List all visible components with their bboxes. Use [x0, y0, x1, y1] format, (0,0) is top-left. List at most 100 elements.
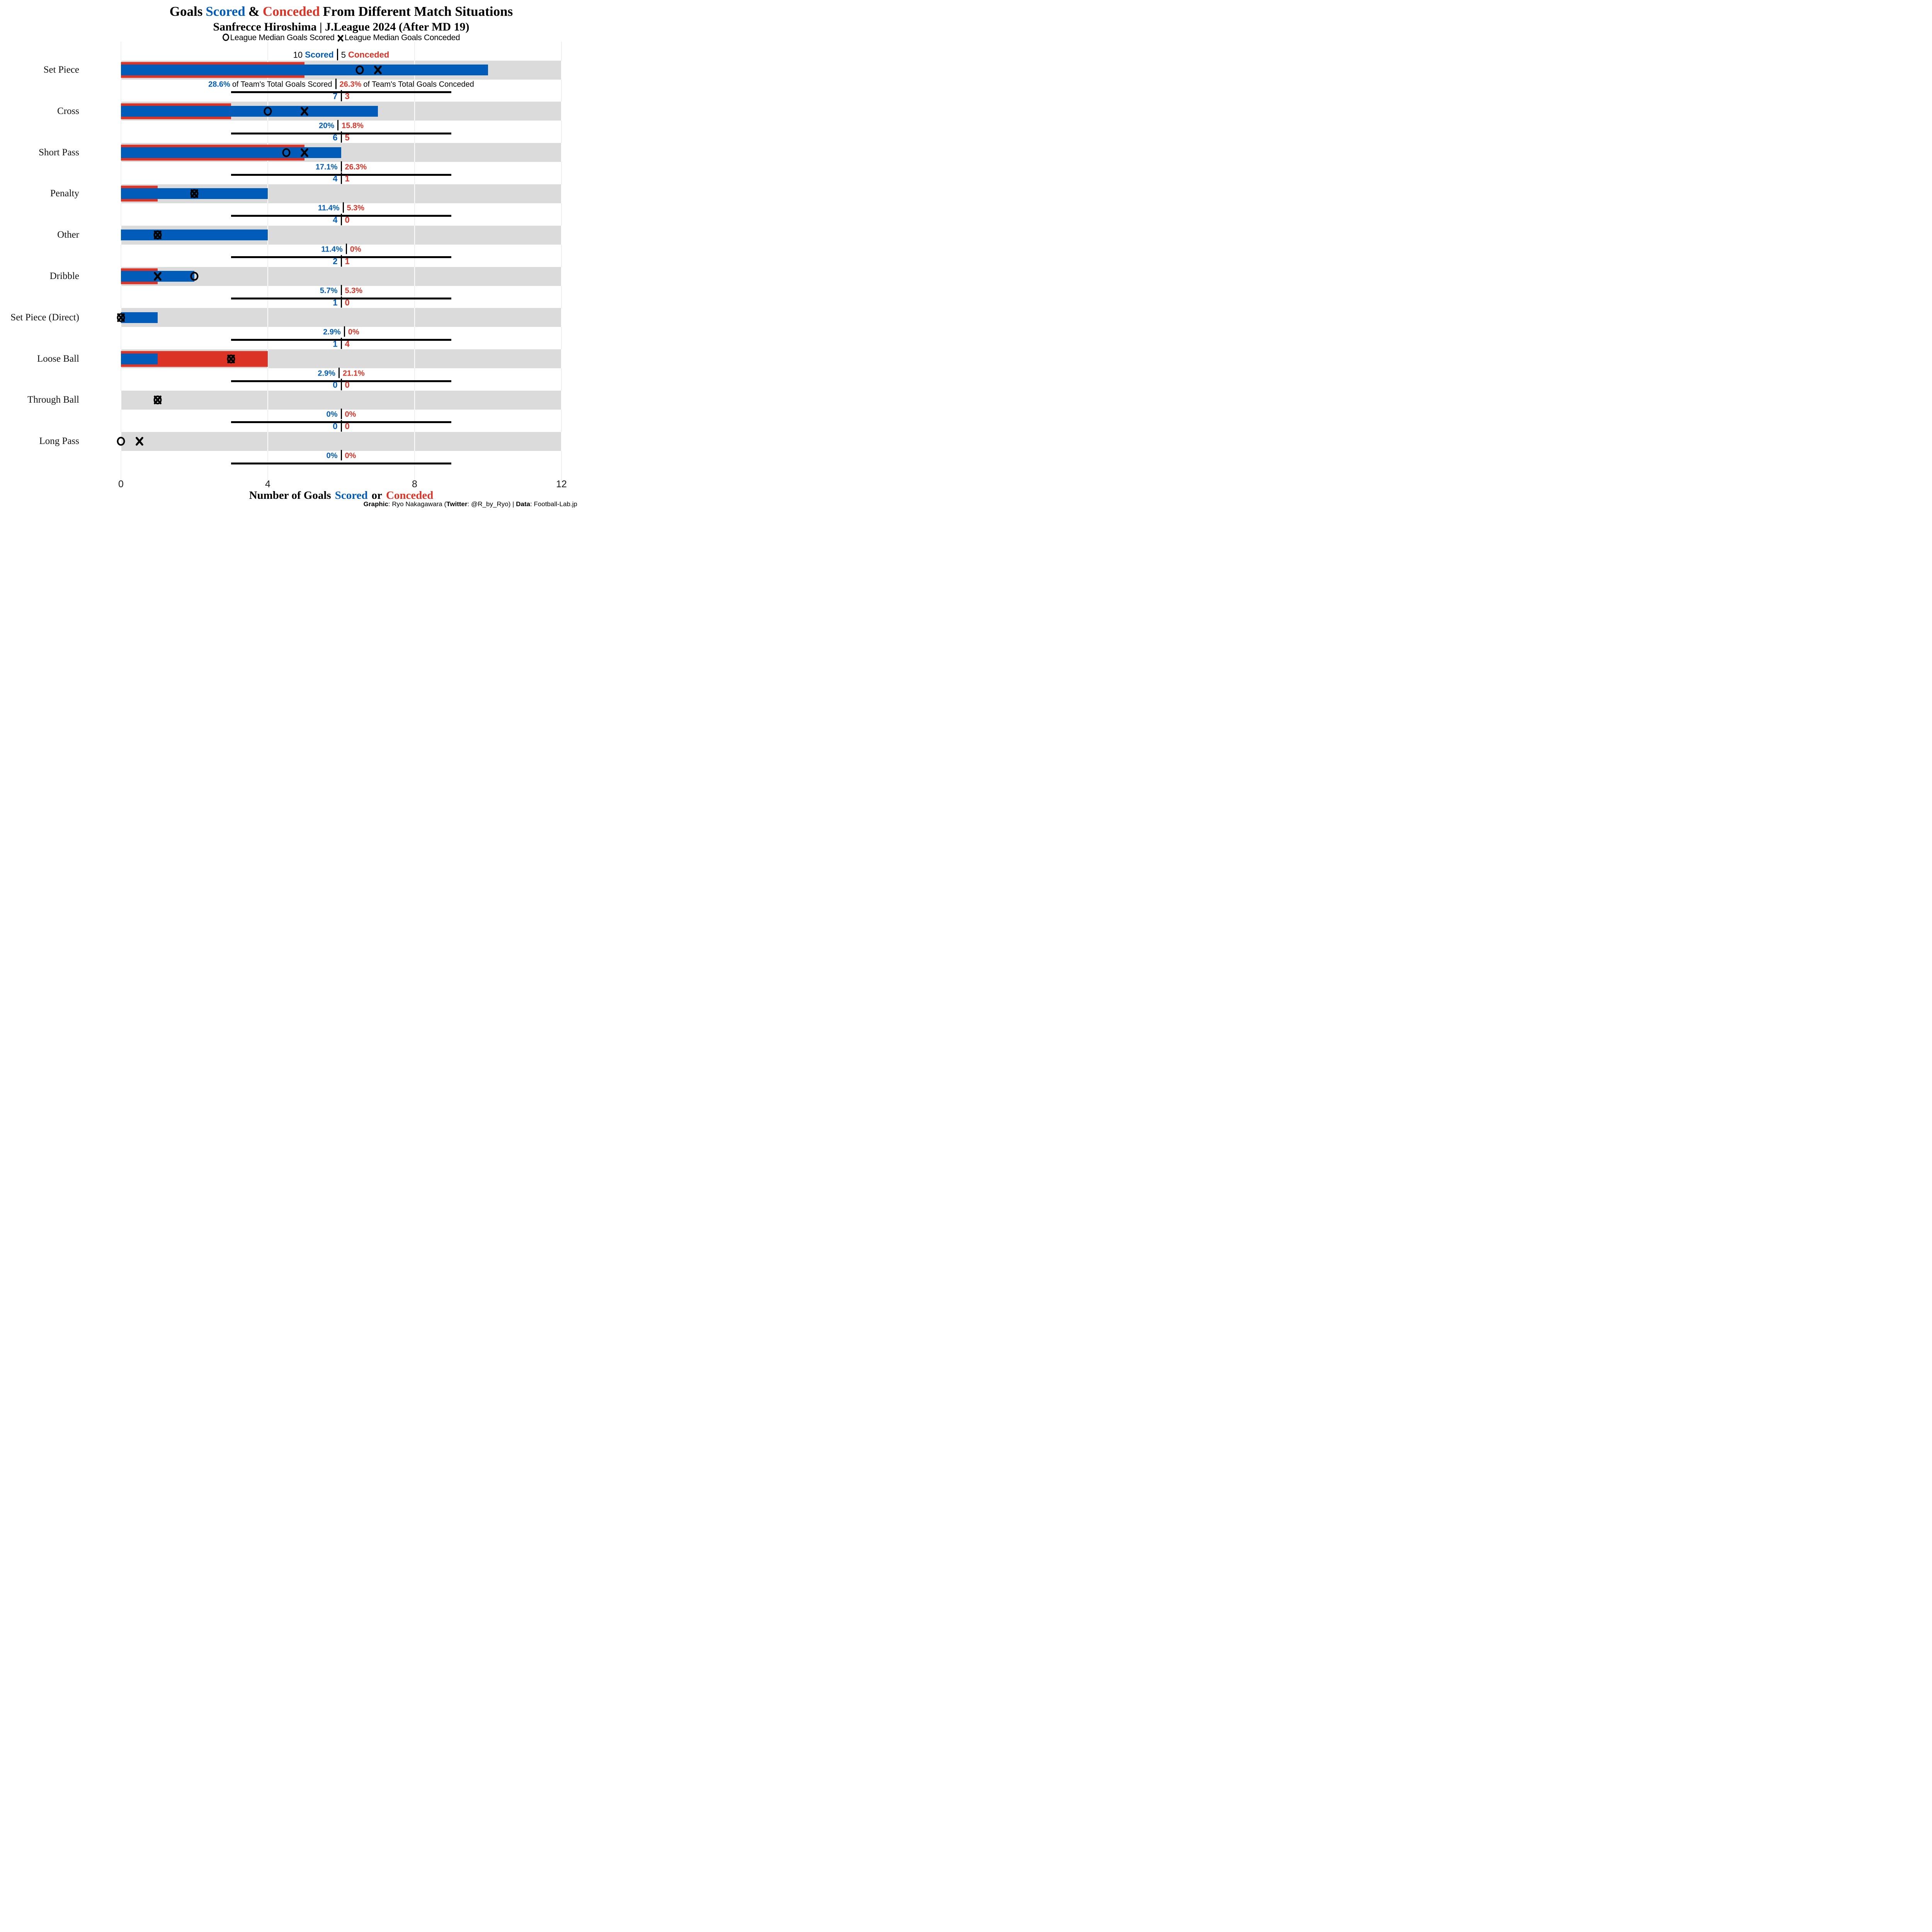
median-scored-circle-icon [190, 189, 199, 198]
separator-bar [340, 408, 342, 419]
separator-bar [345, 243, 347, 254]
median-conceded-x-icon [373, 65, 383, 75]
separator-bar [340, 90, 342, 102]
median-scored-circle-icon [117, 437, 125, 446]
row-percentages: 5.7% 5.3% [121, 285, 561, 296]
scored-bar [121, 65, 488, 75]
bar-track [121, 184, 562, 203]
x-marker-icon [337, 34, 344, 42]
median-conceded-x-icon [153, 271, 162, 281]
gridline-12 [561, 42, 562, 482]
legend: League Median Goals Scored League Median … [121, 33, 561, 43]
separator-bar [340, 161, 342, 172]
legend-median-scored-label: League Median Goals Scored [230, 33, 335, 42]
row-percentages: 17.1% 26.3% [121, 161, 561, 172]
x-axis: 0 4 8 12 [118, 479, 567, 490]
category-label: Cross [57, 105, 79, 116]
row-divider [231, 463, 451, 465]
category-label: Penalty [50, 188, 79, 199]
row-percentages: 0% 0% [121, 408, 561, 419]
separator-bar [344, 326, 345, 337]
bar-track [117, 308, 562, 327]
scored-bar [121, 105, 378, 117]
page-subtitle: Sanfrecce Hiroshima | J.League 2024 (Aft… [213, 20, 469, 33]
row-percentages: 0% 0% [121, 450, 561, 461]
separator-bar [340, 337, 342, 349]
legend-median-conceded-label: League Median Goals Conceded [344, 33, 460, 42]
x-tick-12: 12 [556, 479, 567, 490]
bar-track [121, 390, 562, 410]
row-percentages: 2.9% 0% [121, 326, 561, 337]
bar-track [121, 349, 562, 369]
separator-bar [340, 420, 342, 432]
median-scored-circle-icon [264, 107, 272, 116]
separator-bar [340, 214, 342, 226]
bar-track [121, 143, 562, 162]
category-label: Other [57, 230, 79, 240]
separator-bar [340, 379, 342, 391]
separator-bar [342, 202, 344, 213]
separator-bar [340, 131, 342, 143]
separator-bar [340, 172, 342, 184]
category-label: Long Pass [39, 436, 79, 447]
row-counts: 10 Scored 5 Conceded [121, 49, 561, 60]
scored-bar [121, 353, 158, 364]
separator-bar [340, 285, 342, 296]
median-scored-circle-icon [153, 395, 162, 405]
median-scored-circle-icon [227, 354, 235, 364]
median-conceded-x-icon [226, 354, 236, 364]
median-conceded-x-icon [153, 230, 162, 240]
bar-track [121, 102, 562, 121]
median-conceded-x-icon [190, 189, 199, 199]
separator-bar [335, 78, 337, 89]
bar-track [117, 432, 562, 451]
median-conceded-x-icon [300, 106, 309, 116]
median-conceded-x-icon [300, 148, 309, 158]
gridline-4 [267, 42, 268, 482]
separator-bar [340, 296, 342, 308]
median-conceded-x-icon [153, 395, 162, 405]
gridline-8 [414, 42, 415, 482]
category-label: Short Pass [39, 147, 79, 158]
separator-bar [340, 450, 342, 461]
scored-bar [121, 312, 158, 323]
separator-bar [337, 49, 338, 60]
median-conceded-x-icon [116, 313, 126, 323]
median-conceded-x-icon [135, 436, 144, 446]
scored-bar [121, 230, 268, 241]
page-title: Goals Scored & Conceded From Different Match… [169, 4, 513, 19]
median-scored-circle-icon [117, 313, 125, 322]
category-label: Set Piece [43, 65, 79, 75]
median-scored-circle-icon [153, 230, 162, 240]
median-scored-circle-icon [355, 65, 364, 75]
x-tick-8: 8 [412, 479, 417, 490]
bar-track [121, 225, 562, 245]
row-percentages: 2.9% 21.1% [121, 367, 561, 378]
x-tick-0: 0 [118, 479, 124, 490]
bar-track [121, 60, 562, 80]
row-percentages: 20% 15.8% [121, 120, 561, 131]
x-axis-title: Number of Goals Scored or Conceded [249, 489, 434, 502]
category-label: Set Piece (Direct) [10, 312, 79, 323]
category-label: Dribble [49, 271, 79, 281]
category-label: Through Ball [27, 395, 79, 405]
bar-track [121, 267, 562, 286]
x-tick-4: 4 [265, 479, 270, 490]
median-scored-circle-icon [282, 148, 290, 157]
separator-bar [338, 367, 340, 378]
circle-marker-icon [222, 34, 229, 41]
row-percentages: 28.6% of Team's Total Goals Scored 26.3% of… [121, 78, 561, 89]
median-scored-circle-icon [190, 272, 199, 281]
separator-bar [337, 120, 339, 131]
row-percentages: 11.4% 0% [121, 243, 561, 254]
row-percentages: 11.4% 5.3% [121, 202, 561, 213]
credit-line: Graphic: Ryo Nakagawara (Twitter: @R_by_… [363, 500, 577, 508]
